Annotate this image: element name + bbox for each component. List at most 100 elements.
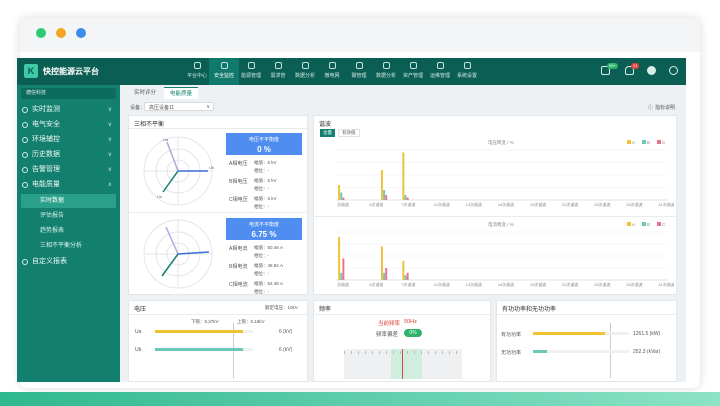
bar-B-0 [340,192,343,200]
tab-realtime-score[interactable]: 实时评分 [134,90,157,96]
power-bar-fill [533,332,605,335]
tab-power-quality[interactable]: 电能质量 [164,87,199,99]
device-select[interactable]: 高压设备11 ∨ [144,102,214,111]
frequency-deviation-label: 频率偏差 [376,332,399,338]
topnav-label: 运维管理 [429,73,450,79]
tab-content[interactable]: 含量 [320,129,335,137]
device-filter: 设备： 高压设备11 ∨ ⓘ 指标说明 [128,101,684,113]
topnav-item-4[interactable]: 数据分析 [290,58,320,85]
bar-A-0 [338,185,341,200]
bar-A-6 [402,260,405,280]
phase-amplitude: 幅值：6 kV [254,178,277,183]
x-tick-label: 7次谐波 [401,281,415,287]
phase-name: A相电压 [229,161,248,167]
x-tick-label: 4次谐波 [369,281,383,287]
phase-amplitude: 幅值：48.94 A [254,263,284,268]
voltage-phasor: Ua Ub Uc [143,136,215,206]
sidebar-item-1[interactable]: 电气安全 ∨ [17,118,120,132]
window-dot-green[interactable] [36,28,46,38]
phasor-label-ua: Ua [163,137,169,142]
voltage-unbalance-box: 电压不平衡度 0 % [226,133,302,155]
phase-amplitude: 幅值：50.46 A [254,245,284,250]
sidebar-item-3[interactable]: 历史数据 ∨ [17,148,120,162]
topnav-label: 系统设置 [456,73,477,79]
frequency-deviation-badge: 0% [404,329,422,337]
phase-amplitude: 幅值：6 kV [254,196,277,201]
sidebar-item-icon [22,122,28,128]
top-bar: K 快控能源云平台 平台中心 安全监控 能源管理 需求管 数据分析 微电网 碳管理 数据分析资… [17,58,686,85]
app: K 快控能源云平台 平台中心 安全监控 能源管理 需求管 数据分析 微电网 碳管理 数据分析资… [17,58,686,382]
x-tick-label: 16次谐波 [498,201,514,207]
topnav-item-3[interactable]: 需求管 [263,58,293,85]
voltage-harmonic-chart: 电压畸变 / % A B C 总谐波 4次谐波 7次谐波 10次谐波 13次谐波 16次谐波 19次… [336,139,674,207]
topnav-item-8[interactable]: 资产管理 [398,58,428,85]
window-dot-orange[interactable] [56,28,66,38]
topnav-item-5[interactable]: 微电网 [317,58,347,85]
voltage-bar-fill [155,348,244,351]
chevron-icon: ∨ [107,167,112,173]
legend-label-A: A [632,222,635,227]
chevron-icon: ∨ [107,122,112,128]
help-link[interactable]: 指标说明 [655,105,676,111]
sidebar-subitem-0[interactable]: 实时数据 [21,194,116,208]
voltage-value: 6 (kV) [279,347,293,353]
device-label: 设备： [130,105,146,111]
bar-B-6 [404,195,407,200]
voltage-upper-limit: 上限：6.18kV [237,319,265,324]
topnav-item-6[interactable]: 碳管理 [344,58,374,85]
unbalance-title: 三相不平衡 [134,122,165,128]
topnav-icon [355,62,363,69]
topnav-icon [328,62,336,69]
topnav-icon [301,62,309,69]
frequency-gauge [344,349,462,379]
sidebar-item-4[interactable]: 告警管理 ∨ [17,163,120,177]
sidebar-item-label: 实时监测 [32,106,60,113]
topnav-label: 碳管理 [351,73,367,79]
phase-angle: 相位：- [254,253,269,258]
sidebar-subitem-3[interactable]: 三相不平衡分析 [40,243,83,249]
x-tick-label: 19次谐波 [530,201,546,207]
phase-angle: 相位：- [254,204,269,209]
sidebar-subitem-1[interactable]: 评估报告 [40,213,65,219]
site-selector[interactable]: 德信科技 [21,88,116,99]
sidebar-item-custom-report[interactable]: 自定义报表 [17,255,120,269]
topnav-label: 数据分析 [294,73,315,79]
sidebar-item-5[interactable]: 电能质量 ∧ [17,178,120,192]
x-tick-label: 22次谐波 [562,201,578,207]
sidebar-item-2[interactable]: 环境辅控 ∨ [17,133,120,147]
topnav-item-1[interactable]: 安全监控 [209,58,239,85]
topnav-item-0[interactable]: 平台中心 [182,58,212,85]
mail-icon[interactable] [601,66,610,75]
x-tick-label: 总谐波 [337,201,349,207]
chart-title: 电流畸变 / % [488,221,514,228]
sidebar-item-label: 告警管理 [32,166,60,173]
phasor-label-ub: Ub [209,165,215,170]
sidebar-item-0[interactable]: 实时监测 ∨ [17,103,120,117]
topnav-item-10[interactable]: 系统设置 [452,58,482,85]
sidebar-item-label: 环境辅控 [32,136,60,143]
topnav-icon [247,62,255,69]
sidebar-subitem-2[interactable]: 趋势报表 [40,228,65,234]
tab-rms[interactable]: 有效值 [338,129,360,137]
harmonic-title: 谐波 [319,122,332,128]
window-dot-blue[interactable] [76,28,86,38]
topnav-item-9[interactable]: 运维管理 [425,58,455,85]
bar-C-4 [385,195,388,200]
power-name: 无功功率 [501,350,522,356]
bottom-accent-bar [0,392,720,406]
x-tick-label: 总谐波 [337,281,349,287]
voltage-card: 电压 额定电压：10kV 下限：5.37kV 上限：6.18kV Ua 6 (kV… [128,300,308,382]
power-value: 252.3 (kVar) [633,349,661,355]
topnav-item-7[interactable]: 数据分析 [371,58,401,85]
legend-label-A: A [632,140,635,145]
help-icon[interactable]: ⓘ [648,105,654,111]
phase-name: C相电压 [229,197,248,203]
current-harmonic-chart: 电流畸变 / % A B C 总谐波 4次谐波 7次谐波 10次谐波 13次谐波 16次谐波 19次… [336,221,674,287]
settings-icon[interactable] [669,66,678,75]
bar-B-4 [383,272,386,280]
avatar[interactable] [647,66,656,75]
topnav-item-2[interactable]: 能源管理 [236,58,266,85]
power-value: 1261.5 (kW) [633,331,661,337]
bell-icon[interactable] [625,66,634,75]
phase-name: A相电流 [229,246,248,252]
